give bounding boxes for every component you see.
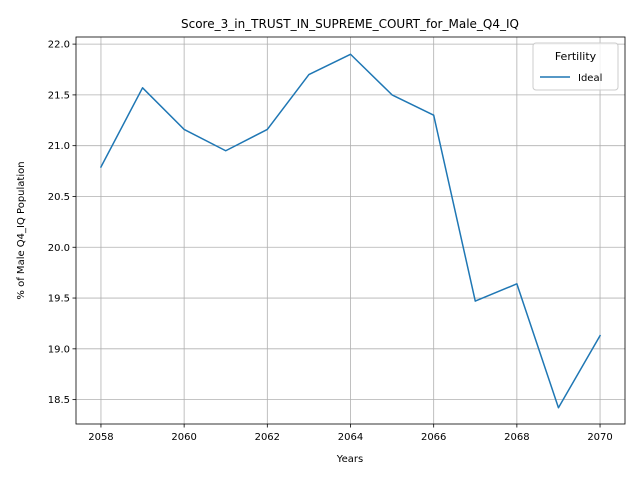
x-tick-label: 2062 (255, 432, 280, 443)
chart-title: Score_3_in_TRUST_IN_SUPREME_COURT_for_Ma… (181, 17, 519, 31)
x-tick-label: 2060 (171, 432, 196, 443)
grid (76, 37, 625, 424)
y-axis-ticks: 18.5 19.0 19.5 20.0 20.5 21.0 21.5 22.0 (48, 40, 76, 406)
series-lines (99, 53, 602, 409)
legend: Fertility Ideal (532, 42, 619, 91)
series-line-ideal (99, 53, 602, 409)
x-tick-label: 2064 (338, 432, 363, 443)
y-tick-label: 21.5 (48, 90, 70, 101)
x-axis-label: Years (336, 454, 363, 465)
y-tick-label: 19.5 (48, 294, 70, 305)
y-tick-label: 21.0 (48, 141, 70, 152)
x-tick-label: 2058 (88, 432, 113, 443)
x-tick-label: 2066 (421, 432, 446, 443)
y-tick-label: 18.5 (48, 395, 70, 406)
x-axis-ticks: 2058 2060 2062 2064 2066 2068 2070 (88, 424, 613, 443)
plot-frame (75, 36, 626, 425)
x-tick-label: 2068 (504, 432, 529, 443)
y-tick-label: 20.5 (48, 192, 70, 203)
legend-title: Fertility (555, 50, 597, 63)
y-tick-label: 20.0 (48, 243, 70, 254)
y-tick-label: 19.0 (48, 344, 70, 355)
legend-label-ideal: Ideal (578, 73, 602, 84)
y-tick-label: 22.0 (48, 40, 70, 51)
x-tick-label: 2070 (587, 432, 612, 443)
y-axis-label: % of Male Q4_IQ Population (16, 161, 27, 299)
legend-box (532, 42, 619, 91)
